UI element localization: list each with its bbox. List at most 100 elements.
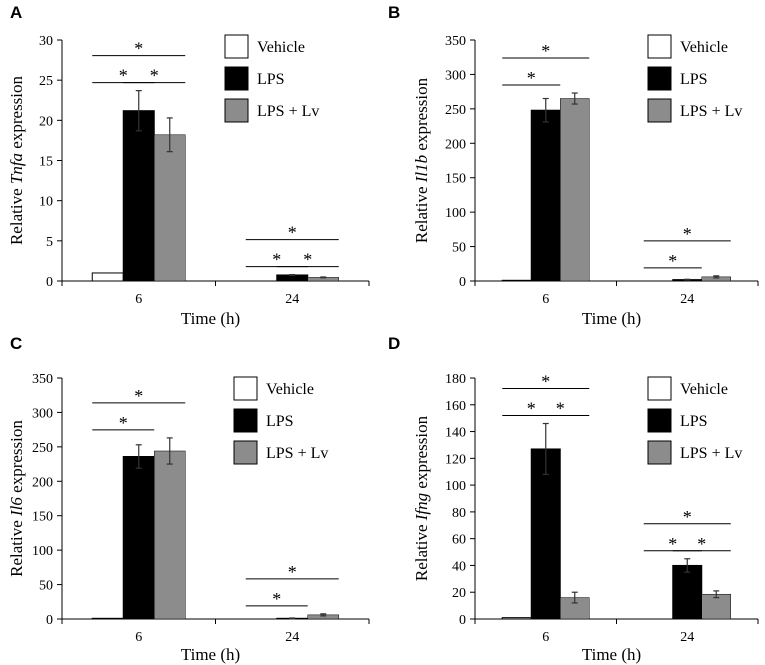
- panel-d-y-tick-label: 80: [452, 506, 466, 521]
- panel-b-x-axis-label: Time (h): [582, 309, 641, 328]
- panel-d-bar-lps-6: [530, 448, 561, 620]
- panel-c-significance-star: *: [119, 413, 128, 433]
- panel-a-x-tick-label: 24: [285, 292, 299, 307]
- panel-a-legend-swatch: [224, 98, 249, 123]
- panel-c-x-tick-label: 24: [285, 630, 299, 645]
- panel-d-significance-star: *: [697, 534, 706, 554]
- panel-c-significance-star: *: [272, 589, 281, 609]
- panel-a-y-axis-label-part-2: expression: [7, 75, 26, 152]
- panel-a-legend-label: LPS: [257, 71, 285, 88]
- panel-d-y-tick-label: 20: [452, 586, 466, 601]
- panel-b-y-tick-label: 250: [445, 103, 466, 118]
- panel-b-bar-lps-lv-6: [560, 98, 590, 282]
- panel-b-legend-label: LPS + Lv: [680, 103, 742, 120]
- panel-c-legend-label: LPS: [266, 413, 294, 430]
- panel-a-significance-star: *: [150, 66, 159, 86]
- panel-b-x-tick-label: 6: [542, 292, 549, 307]
- panel-b-bar-lps-6: [530, 109, 561, 282]
- panel-b-significance-star: *: [683, 224, 692, 244]
- panel-b-y-tick-label: 350: [445, 34, 466, 49]
- panel-a-label: A: [10, 3, 22, 22]
- panel-d-y-axis-label-part-0: Relative: [412, 520, 431, 581]
- panel-b-significance-star: *: [541, 41, 550, 61]
- panel-c-y-tick-label: 100: [32, 544, 53, 559]
- panel-c-legend-swatch: [233, 440, 258, 465]
- panel-a-y-tick-label: 20: [39, 114, 53, 129]
- panel-d-y-tick-label: 100: [445, 479, 466, 494]
- panel-d-bar-vehicle-6: [501, 617, 532, 620]
- panel-c-significance-star: *: [288, 562, 297, 582]
- panel-d-legend-swatch: [647, 376, 672, 401]
- panel-a-y-tick-label: 5: [46, 235, 53, 250]
- panel-a-legend-swatch: [224, 34, 249, 59]
- panel-b-y-axis-label: Relative Il1b expression: [412, 77, 431, 243]
- panel-a-y-axis-label-part-0: Relative: [7, 184, 26, 245]
- panel-c-legend-label: Vehicle: [266, 381, 314, 398]
- panel-c-bar-lps-6: [122, 455, 155, 620]
- panel-c-y-axis-label-part-2: expression: [7, 420, 26, 497]
- panel-b-y-tick-label: 0: [459, 275, 466, 290]
- panel-b-bar-vehicle-6: [501, 279, 532, 282]
- panel-b-significance-star: *: [668, 251, 677, 271]
- panel-a-y-axis-label-part-1: Tnfa: [7, 153, 26, 184]
- panel-c-legend-label: LPS + Lv: [266, 445, 328, 462]
- panel-d-bar-lps-24: [672, 564, 703, 620]
- panel-b-legend-swatch: [647, 98, 672, 123]
- panel-c-legend-swatch: [233, 376, 258, 401]
- panel-c-bar-lps-lv-6: [154, 450, 186, 620]
- panel-d-label: D: [388, 334, 400, 353]
- panel-d-significance-star: *: [541, 372, 550, 392]
- panel-a-significance-star: *: [288, 223, 297, 243]
- panel-c-y-tick-label: 250: [32, 441, 53, 456]
- panel-d-legend-label: LPS + Lv: [680, 445, 742, 462]
- panel-b-y-tick-label: 100: [445, 206, 466, 221]
- panel-d-y-tick-label: 120: [445, 452, 466, 467]
- panel-b-y-tick-label: 50: [452, 241, 466, 256]
- panel-a-y-tick-label: 0: [46, 275, 53, 290]
- panel-b-y-axis-label-part-1: Il1b: [412, 155, 431, 183]
- panel-a-significance-star: *: [272, 250, 281, 270]
- panel-d-y-tick-label: 140: [445, 426, 466, 441]
- panel-c-legend-swatch: [233, 408, 258, 433]
- panel-c-bar-vehicle-6: [91, 617, 124, 620]
- panel-a-significance-star: *: [119, 66, 128, 86]
- panel-d-y-tick-label: 0: [459, 613, 466, 628]
- panel-a-significance-star: *: [303, 250, 312, 270]
- panel-a-legend-swatch: [224, 66, 249, 91]
- panel-a-y-tick-label: 15: [39, 155, 53, 170]
- panel-d-y-tick-label: 180: [445, 372, 466, 387]
- panel-b-y-axis-label-part-0: Relative: [412, 182, 431, 243]
- panel-d-legend-label: Vehicle: [680, 381, 728, 398]
- panel-d-y-axis-label: Relative Ifng expression: [412, 415, 431, 581]
- panel-a-y-tick-label: 30: [39, 34, 53, 49]
- panel-b-y-tick-label: 300: [445, 68, 466, 83]
- panel-b-label: B: [388, 3, 400, 22]
- panel-d-x-axis-label: Time (h): [582, 645, 641, 664]
- panel-c-y-tick-label: 350: [32, 372, 53, 387]
- panel-d-legend-swatch: [647, 440, 672, 465]
- panel-c-y-axis-label-part-0: Relative: [7, 516, 26, 577]
- panel-d-y-axis-label-part-1: Ifng: [412, 493, 431, 521]
- panel-d-significance-star: *: [556, 399, 565, 419]
- panel-b-y-axis-label-part-2: expression: [412, 77, 431, 154]
- panel-d-significance-star: *: [668, 534, 677, 554]
- panel-a-bar-vehicle-6: [91, 272, 124, 282]
- panel-d-legend-label: LPS: [680, 413, 708, 430]
- panel-a-x-axis-label: Time (h): [181, 309, 240, 328]
- panel-d-y-tick-label: 60: [452, 533, 466, 548]
- panel-b-significance-star: *: [527, 68, 536, 88]
- panel-c-y-tick-label: 300: [32, 406, 53, 421]
- panel-d-significance-star: *: [683, 507, 692, 527]
- panel-b-legend-swatch: [647, 34, 672, 59]
- panel-b-y-tick-label: 150: [445, 172, 466, 187]
- panel-c-x-axis-label: Time (h): [181, 645, 240, 664]
- panel-a-bar-lps-lv-6: [154, 134, 186, 282]
- panel-a-y-tick-label: 10: [39, 195, 53, 210]
- panel-c-x-tick-label: 6: [135, 630, 142, 645]
- panel-a-significance-star: *: [134, 39, 143, 59]
- panel-c-significance-star: *: [134, 386, 143, 406]
- panel-a-y-axis-label: Relative Tnfa expression: [7, 75, 26, 245]
- panel-b-x-tick-label: 24: [680, 292, 694, 307]
- panel-d-x-tick-label: 24: [680, 630, 694, 645]
